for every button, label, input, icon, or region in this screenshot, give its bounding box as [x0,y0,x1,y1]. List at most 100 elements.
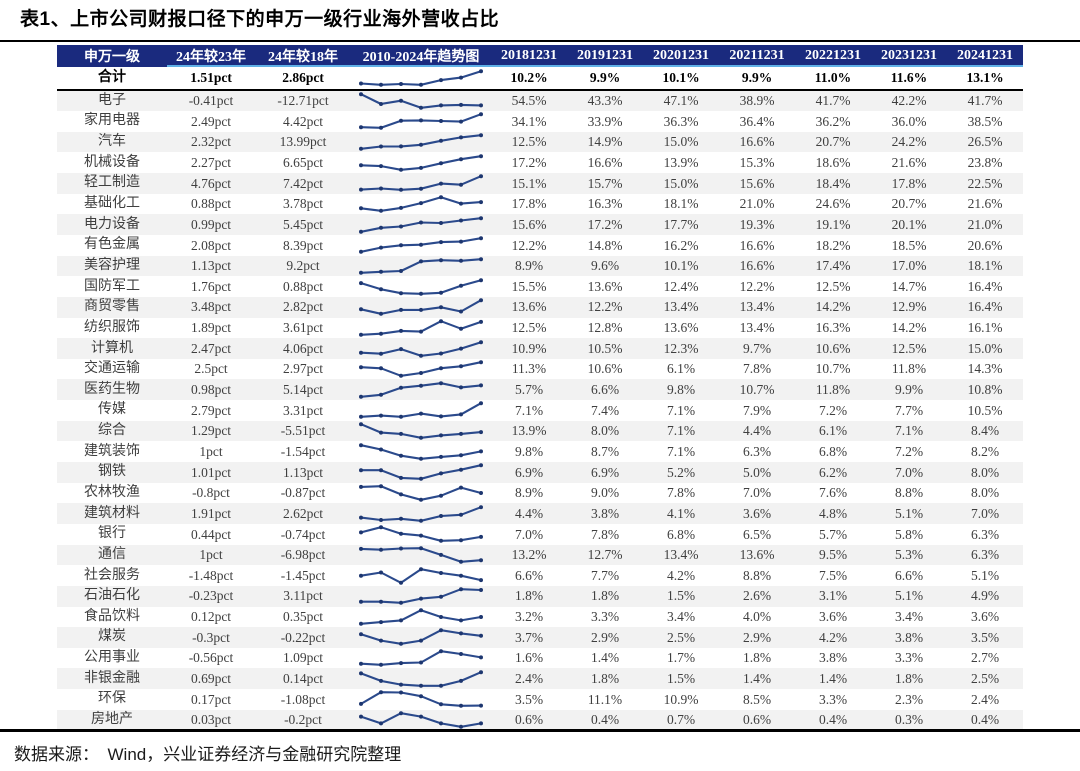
year-value-cell: 8.2% [970,443,1000,459]
trend-chart-cell [351,153,491,173]
chg-vs-2023-cell: 0.99pct [190,216,232,232]
trend-chart-cell [351,669,491,689]
industry-name-cell: 建筑装饰 [84,443,140,459]
year-value-cell: 4.9% [970,588,1000,604]
year-value-cell: 6.8% [818,443,848,459]
table-row: 医药生物 0.98pct 5.14pct 5.7% 6.6% 9.8% 10.7% 11.8%… [57,379,1023,401]
trend-chart-cell [351,256,491,276]
year-value-cell: 17.2% [587,216,623,232]
trend-sparkline [359,566,483,585]
trend-sparkline [359,401,483,420]
year-value-cell: 22.5% [967,175,1003,191]
chg-vs-2023-cell: 0.44pct [190,526,232,542]
trend-sparkline [359,504,483,523]
column-header: 24年较18年 [268,50,338,65]
trend-chart-cell [351,462,491,482]
column-header: 20201231 [653,48,709,63]
year-value-cell: 6.6% [514,567,544,583]
table-row: 农林牧渔 -0.8pct -0.87pct 8.9% 9.0% 7.8% 7.0% 7.6% 8… [57,483,1023,504]
year-value-cell: 8.9% [514,485,544,501]
trend-chart-cell [351,586,491,606]
chg-vs-2023-cell: 1.01pct [190,464,232,480]
year-value-cell: 2.4% [514,671,544,686]
year-value-cell: 9.6% [590,258,620,274]
trend-sparkline [359,174,483,193]
year-value-cell: 10.7% [815,361,851,377]
table-row: 合计 1.51pct 2.86pct 10.2% 9.9% 10.1% 9.9% 11.0% 1… [57,67,1023,91]
chg-vs-2023-cell: 2.08pct [190,237,232,253]
table-row: 纺织服饰 1.89pct 3.61pct 12.5% 12.8% 13.6% 13.4% 16… [57,318,1023,339]
table-row: 煤炭 -0.3pct -0.22pct 3.7% 2.9% 2.5% 2.9% 4.2% 3.8… [57,627,1023,648]
table-row: 国防军工 1.76pct 0.88pct 15.5% 13.6% 12.4% 12.2% 12… [57,276,1023,297]
chg-vs-2018-cell: 3.11pct [283,588,323,604]
year-value-cell: 16.4% [967,299,1003,315]
year-value-cell: 21.6% [891,154,927,170]
chg-vs-2018-cell: -12.71pct [277,93,329,109]
year-value-cell: 6.5% [742,526,772,542]
year-value-cell: 2.9% [590,629,620,645]
year-value-cell: 7.1% [666,443,696,459]
year-value-cell: 36.3% [663,113,699,129]
trend-sparkline [359,133,483,151]
chg-vs-2018-cell: 4.42pct [282,113,324,129]
year-value-cell: 6.3% [970,547,1000,563]
trend-sparkline [359,463,483,482]
chg-vs-2023-cell: 1.91pct [190,505,232,521]
table-row: 有色金属 2.08pct 8.39pct 12.2% 14.8% 16.2% 16.6% 18… [57,235,1023,256]
trend-chart-cell [351,545,491,565]
year-value-cell: 1.8% [590,671,620,686]
column-header: 24年较23年 [176,50,246,65]
table-bottom-divider [0,729,1080,732]
year-value-cell: 2.4% [970,691,1000,707]
trend-chart-cell [351,504,491,524]
year-value-cell: 18.2% [815,237,851,253]
trend-chart-cell [351,421,491,441]
year-value-cell: 3.6% [818,609,848,625]
industry-name-cell: 建筑材料 [84,505,140,521]
year-value-cell: 11.8% [891,361,927,377]
year-value-cell: 4.4% [514,505,544,521]
year-value-cell: 1.8% [894,671,924,686]
trend-sparkline [359,380,483,399]
year-value-cell: 8.5% [742,691,772,707]
year-value-cell: 8.9% [514,258,544,274]
year-value-cell: 10.9% [663,691,699,707]
chg-vs-2023-cell: 0.69pct [190,671,232,686]
trend-chart-cell [351,442,491,462]
year-value-cell: 10.5% [967,402,1003,418]
year-value-cell: 11.0% [814,70,852,85]
year-value-cell: 36.0% [891,113,927,129]
year-value-cell: 38.5% [967,113,1003,129]
trend-sparkline [359,649,483,667]
industry-name-cell: 基础化工 [84,196,140,212]
chg-vs-2018-cell: -1.54pct [280,443,326,459]
year-value-cell: 11.6% [890,70,928,85]
year-value-cell: 17.7% [663,216,699,232]
table-header-row: 申万一级 24年较23年 24年较18年 2010-2024年趋势图 20181231 2… [57,45,1023,67]
year-value-cell: 15.1% [511,175,547,191]
industry-name-cell: 社会服务 [84,567,140,583]
table-row: 基础化工 0.88pct 3.78pct 17.8% 16.3% 18.1% 21.0% 24… [57,194,1023,215]
year-value-cell: 12.5% [511,320,547,336]
industry-name-cell: 汽车 [98,134,126,150]
table-body: 合计 1.51pct 2.86pct 10.2% 9.9% 10.1% 9.9% 11.0% 1… [57,67,1023,731]
industry-name-cell: 综合 [98,423,126,439]
trend-sparkline [359,92,483,110]
industry-name-cell: 石油石化 [84,588,140,604]
year-value-cell: 0.3% [894,712,924,728]
year-value-cell: 15.5% [511,278,547,294]
trend-chart-cell [351,111,491,131]
trend-chart-cell [351,648,491,668]
trend-sparkline [359,360,483,378]
industry-name-cell: 有色金属 [84,237,140,253]
table-row: 汽车 2.32pct 13.99pct 12.5% 14.9% 15.0% 16.6% 20.… [57,131,1023,153]
year-value-cell: 8.0% [590,423,620,439]
year-value-cell: 43.3% [587,93,623,109]
table-row: 房地产 0.03pct -0.2pct 0.6% 0.4% 0.7% 0.6% 0.4% 0.3… [57,709,1023,731]
year-value-cell: 16.2% [663,237,699,253]
chg-vs-2018-cell: -0.22pct [280,629,326,645]
header-underline [167,65,1023,67]
industry-name-cell: 电力设备 [84,216,140,232]
year-value-cell: 3.3% [590,609,620,625]
chg-vs-2023-cell: 1.76pct [190,278,232,294]
